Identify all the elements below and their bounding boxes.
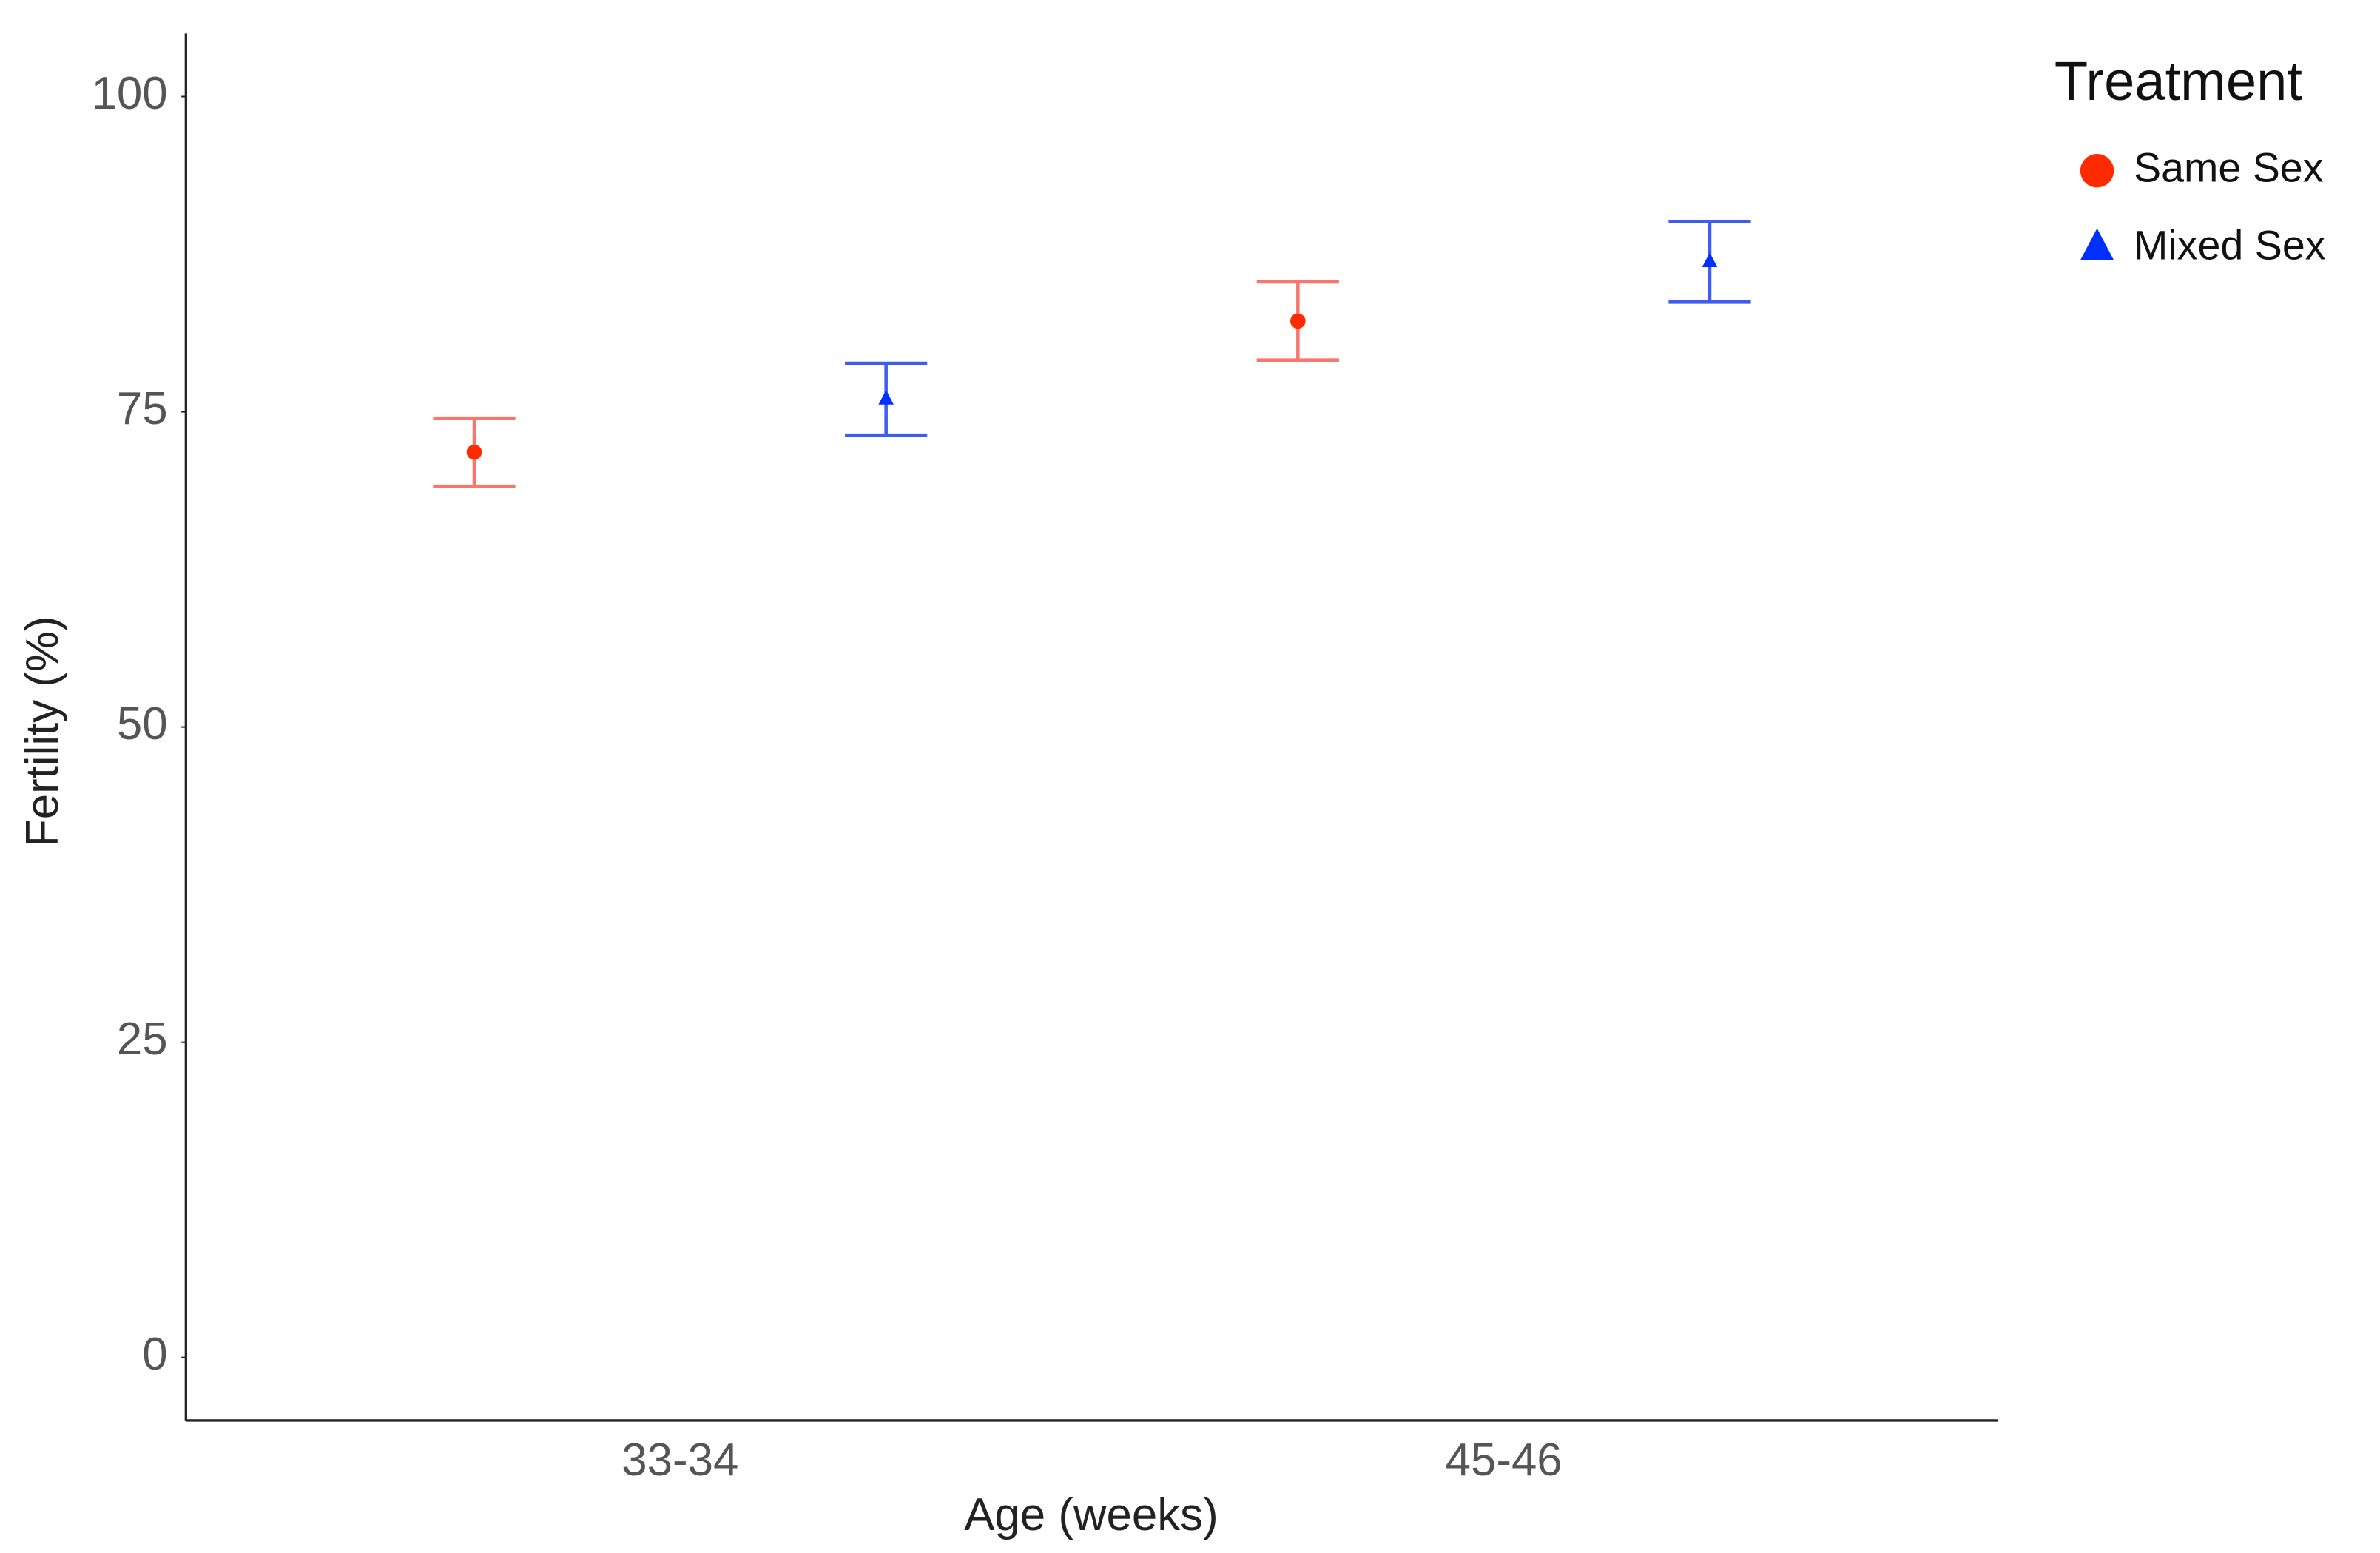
legend-label: Same Sex	[2134, 144, 2324, 190]
y-tick-label: 25	[117, 1014, 168, 1065]
x-axis-title: Age (weeks)	[964, 1489, 1218, 1540]
x-tick-label: 45-46	[1446, 1435, 1562, 1486]
y-tick-label: 0	[142, 1329, 167, 1380]
data-point	[466, 444, 482, 460]
y-tick-label: 100	[91, 68, 167, 119]
legend-marker	[2080, 154, 2114, 188]
data-point	[878, 390, 894, 405]
data-point	[1702, 252, 1718, 267]
y-tick-label: 50	[117, 698, 168, 749]
y-axis-title: Fertility (%)	[17, 616, 68, 847]
y-tick-label: 75	[117, 383, 168, 434]
legend-title: Treatment	[2054, 50, 2303, 112]
plot: Age (weeks) Fertility (%) Treatment 0 25 5…	[17, 33, 2326, 1540]
data-point	[1290, 313, 1306, 329]
x-tick-label: 33-34	[621, 1435, 738, 1486]
legend-marker	[2080, 228, 2114, 260]
legend-label: Mixed Sex	[2134, 222, 2326, 268]
